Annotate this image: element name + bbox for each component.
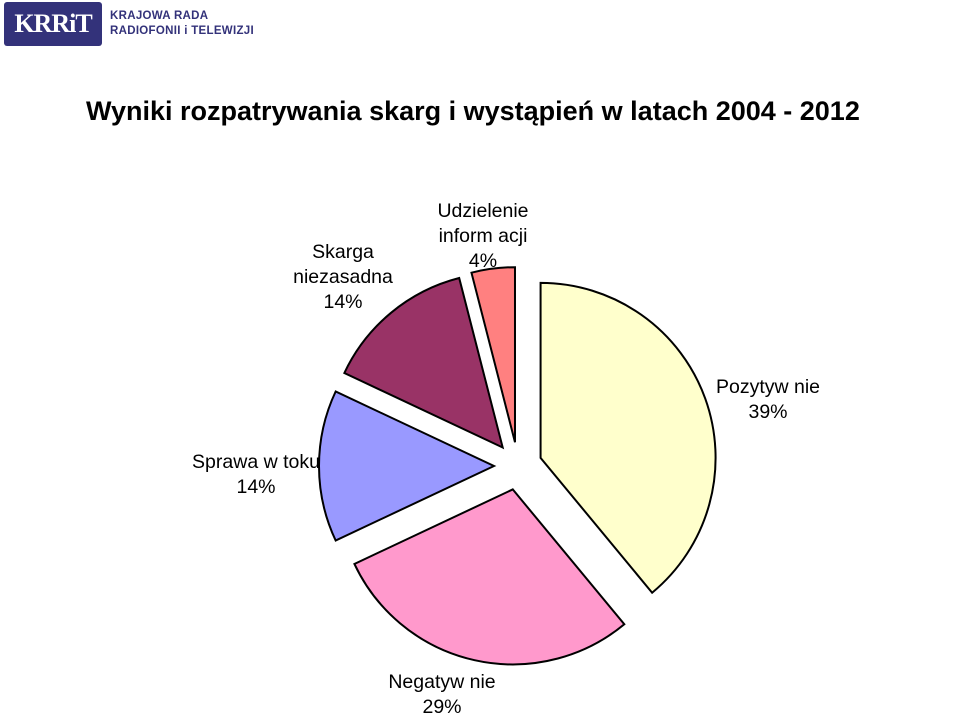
- krrit-logo: KRRiT KRAJOWA RADA RADIOFONII i TELEWIZJ…: [4, 2, 254, 46]
- slice-percent: 4%: [468, 250, 498, 272]
- slice-label-text: inform acji: [438, 225, 528, 247]
- slice-label-pozytywnie: Pozytyw nie 39%: [716, 375, 820, 425]
- slice-label-text: Negatyw nie: [388, 671, 496, 693]
- slice-label-udzielenie-informacji: Udzielenie inform acji 4%: [437, 199, 528, 274]
- slice-label-negatywnie: Negatyw nie 29%: [388, 670, 495, 720]
- slice-label-text: Pozytyw nie: [715, 376, 821, 398]
- logo-line-1: KRAJOWA RADA: [110, 10, 209, 22]
- slice-percent: 14%: [323, 291, 363, 313]
- chart-title: Wyniki rozpatrywania skarg i wystąpień w…: [86, 96, 860, 126]
- slice-label-text: niezasadna: [293, 266, 393, 288]
- slice-label-text: Udzielenie: [437, 200, 529, 222]
- slice-percent: 29%: [422, 696, 462, 718]
- slice-percent: 14%: [236, 476, 276, 498]
- pie-slice-negatywnie: [353, 488, 626, 666]
- pie-slice-sprawa-w-toku: [318, 390, 497, 542]
- slice-label-sprawa-w-toku: Sprawa w toku 14%: [192, 450, 320, 500]
- slice-percent: 39%: [748, 401, 788, 423]
- pie-slice-pozytywnie: [539, 281, 717, 595]
- pie-slice-udzielenie-informacji: [470, 266, 516, 443]
- slice-label-skarga-niezasadna: Skarga niezasadna 14%: [293, 240, 393, 315]
- logo-mark: KRRiT: [4, 2, 102, 46]
- slice-label-text: Skarga: [312, 241, 374, 263]
- logo-line-2: RADIOFONII i TELEWIZJI: [110, 25, 254, 37]
- pie-slice-skarga-niezasadna: [343, 276, 505, 450]
- slice-label-text: Sprawa w toku: [192, 451, 320, 473]
- logo-text: KRAJOWA RADA RADIOFONII i TELEWIZJI: [110, 9, 254, 39]
